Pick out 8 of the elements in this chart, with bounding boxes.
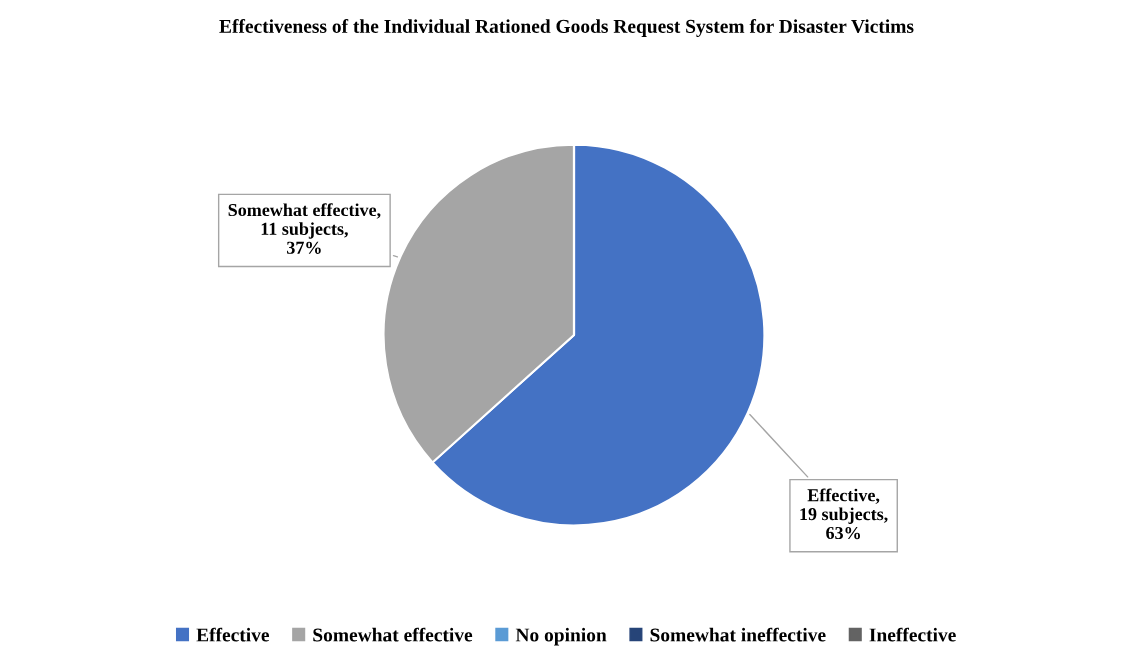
legend-label: Somewhat effective	[313, 627, 473, 642]
chart-title: Effectiveness of the Individual Rationed Goods Request System for Disaster Victims	[219, 19, 914, 37]
data-label: Effective, 19 subjects, 63%	[800, 488, 888, 540]
legend-label: Effective	[196, 627, 270, 642]
legend-label: No opinion	[515, 627, 607, 646]
legend-label: Somewhat ineffective	[650, 627, 826, 642]
legend-label: Ineffective	[869, 627, 956, 642]
data-label: Somewhat effective, 11 subjects, 37%	[228, 203, 381, 254]
